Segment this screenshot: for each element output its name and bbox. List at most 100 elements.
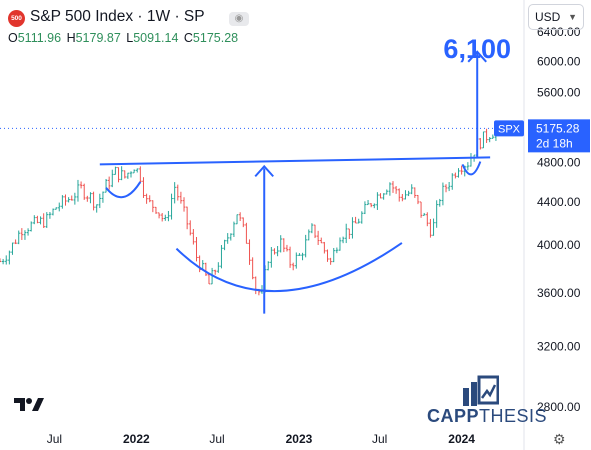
ohlc-bar — [351, 217, 354, 239]
ohlc-bar — [195, 237, 198, 262]
ohlc-bar — [148, 195, 152, 203]
ohlc-bar — [61, 195, 64, 209]
currency-select[interactable]: USD ▼ — [528, 4, 584, 30]
ohlc-bar — [36, 215, 39, 224]
ohlc-bar — [4, 255, 8, 265]
ohlc-bar — [447, 182, 451, 192]
price-tag-countdown: 2d 18h — [536, 136, 573, 150]
settings-gear-icon[interactable]: ⚙ — [553, 431, 566, 447]
ohlc-bar — [438, 198, 442, 207]
hide-eye-icon[interactable]: ◉ — [229, 12, 249, 26]
ohlc-high-value: 5179.87 — [75, 31, 121, 45]
ohlc-bar — [282, 238, 286, 253]
ohlc-bar — [73, 192, 77, 205]
ohlc-bar — [369, 203, 373, 208]
neckline — [99, 156, 491, 166]
ohlc-bar — [57, 202, 61, 212]
ohlc-bar — [363, 201, 367, 215]
ohlc-bar — [142, 177, 145, 198]
ohlc-bar — [107, 176, 111, 190]
ohlc-bar — [92, 191, 95, 211]
ohlc-bar — [160, 213, 164, 222]
ohlc-bar — [86, 195, 89, 202]
ohlc-bar — [132, 169, 136, 174]
ohlc-bar — [335, 247, 339, 254]
ohlc-bar — [273, 248, 276, 255]
y-tick-label: 3200.00 — [537, 339, 581, 353]
ohlc-bar — [48, 211, 52, 219]
ohlc-bar — [167, 210, 170, 222]
y-tick-label: 4000.00 — [537, 238, 581, 252]
x-tick-label: Jul — [372, 432, 387, 446]
ohlc-bar — [0, 258, 2, 263]
ohlc-bar — [388, 182, 392, 196]
ohlc-bar — [397, 188, 401, 202]
ohlc-bar — [295, 252, 298, 269]
ohlc-low-key: L — [126, 31, 134, 45]
ohlc-bar — [304, 234, 307, 258]
ohlc-bar — [376, 192, 379, 210]
ohlc-bar — [319, 237, 323, 244]
ohlc-bar — [307, 229, 311, 241]
ohlc-bar — [298, 253, 301, 256]
tradingview-logo[interactable] — [12, 395, 46, 413]
ohlc-bar — [357, 218, 360, 224]
ohlc-bar — [491, 134, 495, 139]
ohlc-bar — [33, 215, 36, 225]
ohlc-bar — [23, 230, 27, 240]
ohlc-bar — [488, 137, 491, 143]
ohlc-bar — [79, 181, 83, 189]
ohlc-bar — [285, 244, 289, 252]
ohlc-bar — [185, 206, 189, 230]
left-handle-arc — [105, 181, 142, 199]
symbol-logo: 500 — [8, 10, 25, 27]
y-tick-label: 4400.00 — [537, 195, 581, 209]
target-arrowhead — [467, 50, 487, 63]
brand-wordmark: CAPPTHESIS — [427, 406, 547, 427]
ohlc-bar — [29, 221, 33, 232]
brand-part-2: THESIS — [479, 406, 548, 426]
ohlc-bar — [469, 153, 473, 167]
chevron-down-icon: ▼ — [568, 12, 577, 22]
ohlc-bar — [182, 197, 186, 212]
ohlc-bar — [42, 213, 45, 228]
ohlc-bar — [454, 172, 457, 179]
ohlc-bar — [126, 172, 130, 179]
ohlc-bar — [101, 191, 105, 203]
ohlc-bar — [323, 241, 326, 254]
ohlc-close-key: C — [183, 31, 193, 45]
ohlc-bar — [188, 220, 192, 236]
ohlc-bar — [379, 193, 382, 199]
symbol-title[interactable]: S&P 500 Index · 1W · SP — [30, 8, 205, 25]
ohlc-bar — [466, 162, 470, 171]
ohlc-bar — [485, 128, 488, 143]
ohlc-bar — [76, 179, 80, 202]
ohlc-bar — [288, 246, 292, 268]
x-tick-label: 2024 — [448, 432, 475, 446]
ohlc-bar — [14, 239, 17, 245]
ohlc-bar — [245, 222, 248, 244]
ohlc-bar — [235, 214, 239, 225]
ohlc-open-value: 5111.96 — [17, 31, 62, 45]
ohlc-bar — [213, 269, 217, 275]
symbol-header: 500 S&P 500 Index · 1W · SP ◉ O5111.96 H… — [8, 6, 448, 46]
ohlc-bar — [70, 195, 74, 201]
ohlc-bar — [67, 197, 70, 203]
ohlc-bar — [444, 184, 448, 193]
ohlc-bar — [301, 252, 304, 261]
ohlc-bar — [435, 200, 438, 228]
x-tick-label: Jul — [47, 432, 62, 446]
ohlc-bar — [139, 166, 142, 184]
ohlc-bar — [1, 258, 5, 265]
ohlc-bar — [198, 255, 201, 273]
ohlc-bar — [89, 192, 92, 204]
ohlc-bar — [110, 169, 114, 188]
ohlc-bar — [95, 204, 98, 213]
ohlc-bar — [39, 216, 42, 225]
ohlc-bar — [441, 182, 445, 206]
y-tick-label: 2800.00 — [537, 400, 581, 414]
ohlc-bar — [45, 212, 49, 228]
ohlc-bar — [348, 228, 351, 240]
capp-thesis-logo-icon — [463, 375, 499, 406]
